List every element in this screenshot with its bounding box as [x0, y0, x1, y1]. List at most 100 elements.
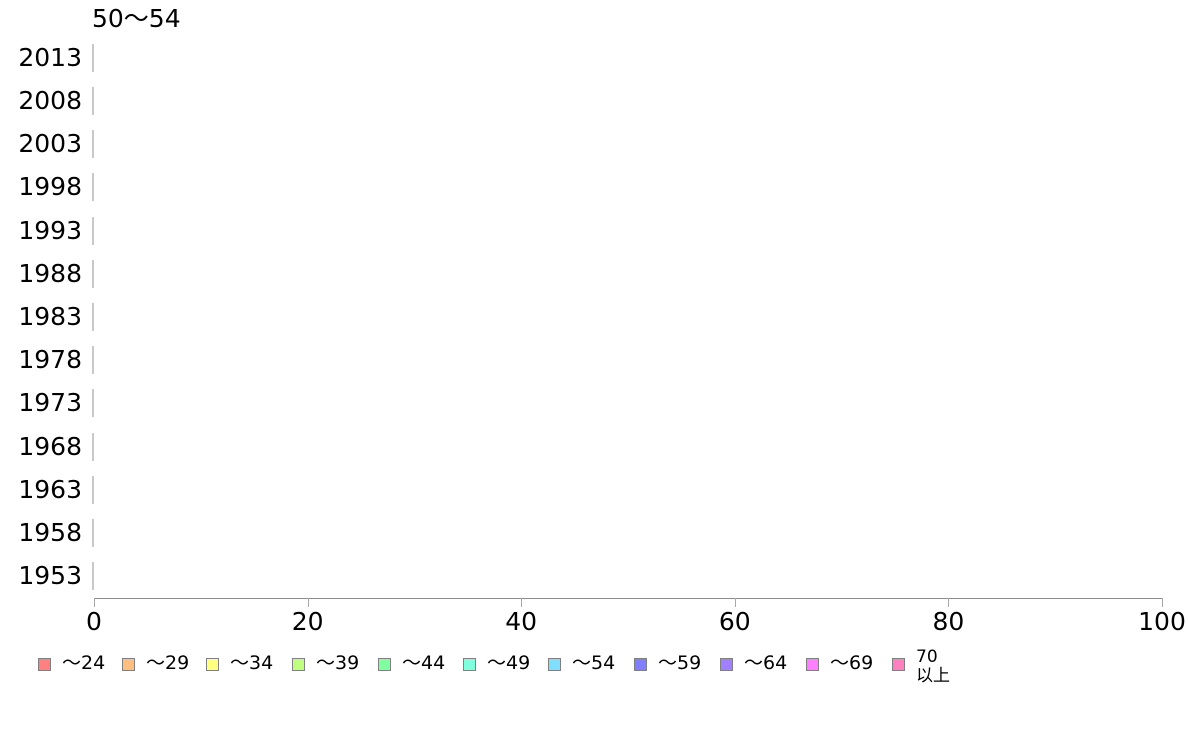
y-axis-tick-label: 1958: [18, 518, 82, 548]
plot-area: [94, 36, 1162, 598]
legend-item[interactable]: 〜29: [122, 648, 189, 692]
y-axis-tick-mark: [92, 475, 94, 504]
y-axis-tick: 1958: [0, 512, 94, 555]
y-axis-tick: 1968: [0, 425, 94, 468]
legend-item-label: 〜39: [316, 652, 360, 674]
legend-item[interactable]: 〜49: [463, 648, 530, 692]
legend-item-label: 〜69: [830, 652, 874, 674]
legend-color-swatch: [892, 658, 905, 671]
y-axis-tick: 1983: [0, 295, 94, 338]
legend-item-label: 〜49: [487, 652, 531, 674]
bar-row: [94, 562, 1162, 590]
legend-color-swatch: [122, 658, 135, 671]
y-axis-tick: 1978: [0, 339, 94, 382]
bar-row: [94, 260, 1162, 288]
legend-item[interactable]: 〜34: [206, 648, 273, 692]
legend-item-label: 〜29: [146, 652, 190, 674]
legend-item[interactable]: 〜69: [806, 648, 873, 692]
bar-row: [94, 346, 1162, 374]
bar-row: [94, 217, 1162, 245]
legend-item[interactable]: 〜24: [38, 648, 105, 692]
x-axis: 0 20 40 60 80 100: [0, 598, 1188, 642]
y-axis-tick: 1998: [0, 166, 94, 209]
x-axis-tick-label: 80: [932, 607, 965, 636]
y-axis-tick-label: 1978: [18, 345, 82, 375]
x-axis-tick-label: 40: [505, 607, 538, 636]
y-axis-tick-label: 1988: [18, 258, 82, 288]
y-axis-tick: 2003: [0, 122, 94, 165]
y-axis-tick: 1988: [0, 252, 94, 295]
y-axis-tick: 1973: [0, 382, 94, 425]
legend-color-swatch: [806, 658, 819, 671]
y-axis-tick-label: 1983: [18, 301, 82, 331]
legend-item[interactable]: 〜44: [378, 648, 445, 692]
legend-color-swatch: [378, 658, 391, 671]
legend-color-swatch: [206, 658, 219, 671]
legend-item-label: 〜34: [230, 652, 274, 674]
y-axis-tick-mark: [92, 346, 94, 375]
bar-row: [94, 87, 1162, 115]
y-axis-tick: 1963: [0, 468, 94, 511]
legend-item-label: 〜24: [62, 652, 106, 674]
legend-color-swatch: [548, 658, 561, 671]
bar-row: [94, 476, 1162, 504]
y-axis-tick-label: 1953: [18, 561, 82, 591]
legend-color-swatch: [634, 658, 647, 671]
legend-color-swatch: [463, 658, 476, 671]
y-axis-tick-label: 2013: [18, 42, 82, 72]
legend-item[interactable]: 70 以上: [892, 648, 950, 692]
legend-color-swatch: [720, 658, 733, 671]
y-axis-tick-label: 1973: [18, 388, 82, 418]
y-axis-tick-label: 1993: [18, 215, 82, 245]
bar-row: [94, 389, 1162, 417]
y-axis-tick-mark: [92, 259, 94, 288]
y-axis: 2013 2008 2003 1998 1993 1988 1983 1978 1973 1968…: [0, 36, 94, 598]
x-axis-tick-mark: [1162, 598, 1163, 607]
x-axis-tick-mark: [307, 598, 309, 607]
y-axis-tick-mark: [92, 389, 94, 418]
bar-row: [94, 519, 1162, 547]
chart-legend: 〜24 〜29 〜34 〜39 〜44 〜49 〜54 〜59 〜64 〜69 70 以上: [0, 648, 1188, 696]
legend-item[interactable]: 〜39: [292, 648, 359, 692]
x-axis-tick-mark: [94, 598, 95, 607]
y-axis-tick: 1993: [0, 209, 94, 252]
x-axis-tick-mark: [948, 598, 950, 607]
y-axis-tick-label: 1968: [18, 431, 82, 461]
y-axis-tick-mark: [92, 173, 94, 202]
legend-item-label: 70 以上: [916, 647, 950, 686]
y-axis-tick-mark: [92, 519, 94, 548]
legend-item[interactable]: 〜59: [634, 648, 701, 692]
x-axis-tick-mark: [521, 598, 523, 607]
y-axis-tick: 2013: [0, 36, 94, 79]
y-axis-tick-mark: [92, 130, 94, 159]
x-axis-tick-label: 0: [86, 607, 102, 636]
legend-color-swatch: [292, 658, 305, 671]
legend-item-label: 〜54: [572, 652, 616, 674]
y-axis-tick-mark: [92, 432, 94, 461]
bar-row: [94, 303, 1162, 331]
x-axis-line: [94, 598, 1162, 599]
legend-item[interactable]: 〜54: [548, 648, 615, 692]
y-axis-tick-mark: [92, 86, 94, 115]
y-axis-tick: 1953: [0, 555, 94, 598]
y-axis-tick-label: 2003: [18, 129, 82, 159]
x-axis-tick-mark: [734, 598, 736, 607]
legend-item-label: 〜59: [658, 652, 702, 674]
legend-item-label: 〜64: [744, 652, 788, 674]
legend-item-label: 〜44: [402, 652, 446, 674]
bar-row: [94, 130, 1162, 158]
y-axis-tick-mark: [92, 562, 94, 591]
y-axis-tick-label: 1998: [18, 172, 82, 202]
y-axis-tick-label: 1963: [18, 474, 82, 504]
x-axis-tick-label: 100: [1138, 607, 1186, 636]
y-axis-tick-mark: [92, 216, 94, 245]
chart-title: 50〜54: [92, 4, 181, 33]
y-axis-tick-mark: [92, 302, 94, 331]
x-axis-tick-label: 20: [291, 607, 324, 636]
y-axis-tick-mark: [92, 43, 94, 72]
legend-item[interactable]: 〜64: [720, 648, 787, 692]
bar-row: [94, 44, 1162, 72]
x-axis-tick-label: 60: [718, 607, 751, 636]
y-axis-tick-label: 2008: [18, 85, 82, 115]
